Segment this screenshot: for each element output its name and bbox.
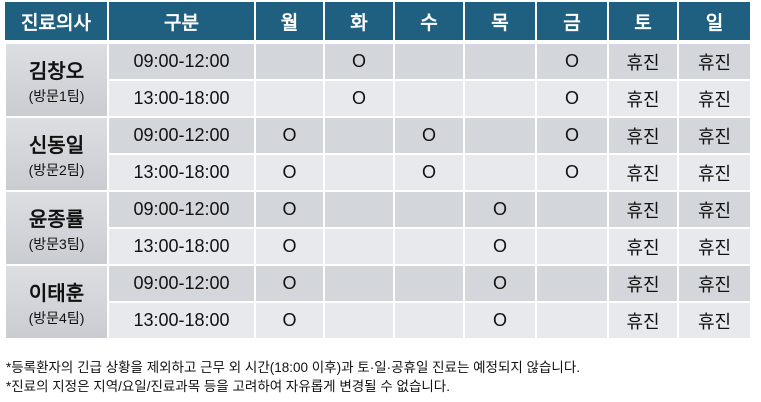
time-cell: 09:00-12:00: [107, 41, 256, 81]
doctor-team: (방문3팀): [28, 235, 85, 252]
doctor-name: 신동일: [28, 134, 85, 157]
day-cell: O: [463, 227, 537, 266]
doctor-name: 김창오: [28, 60, 85, 83]
day-cell: [323, 301, 395, 340]
day-cell: 휴진: [607, 227, 679, 266]
day-cell: [535, 264, 609, 303]
day-cell: 휴진: [607, 153, 679, 192]
day-cell: 휴진: [677, 301, 752, 340]
day-cell: [535, 227, 609, 266]
table-row: 윤종률 (방문3팀) 09:00-12:00 O O 휴진 휴진: [4, 190, 752, 266]
day-cell: O: [463, 190, 537, 229]
table-row: 신동일 (방문2팀) 09:00-12:00 O O O 휴진 휴진: [4, 116, 752, 192]
footnote: *진료의 지정은 지역/요일/진료과목 등을 고려하여 자유롭게 변경될 수 없…: [6, 379, 450, 394]
day-cell: [463, 41, 537, 81]
time-cell: 13:00-18:00: [107, 301, 256, 340]
day-cell: [463, 153, 537, 192]
day-cell: O: [254, 116, 325, 155]
day-cell: [323, 116, 395, 155]
day-cell: [535, 301, 609, 340]
column-header: 수: [394, 2, 465, 44]
day-cell: 휴진: [677, 153, 752, 192]
day-cell: [463, 116, 537, 155]
column-header: 목: [464, 2, 537, 44]
footnote: *등록환자의 긴급 상황을 제외하고 근무 외 시간(18:00 이후)과 토·…: [6, 360, 580, 375]
doctor-cell: 윤종률 (방문3팀): [4, 190, 109, 266]
day-cell: [393, 190, 465, 229]
day-cell: 휴진: [677, 227, 752, 266]
day-cell: O: [535, 116, 609, 155]
doctor-cell: 김창오 (방문1팀): [4, 41, 109, 118]
day-cell: O: [463, 264, 537, 303]
time-cell: 13:00-18:00: [107, 153, 256, 192]
day-cell: O: [254, 153, 325, 192]
day-cell: 휴진: [677, 190, 752, 229]
column-header: 토: [608, 2, 679, 44]
day-cell: 휴진: [677, 41, 752, 81]
day-cell: O: [254, 190, 325, 229]
time-cell: 09:00-12:00: [107, 190, 256, 229]
day-cell: [323, 153, 395, 192]
column-header: 진료의사: [5, 2, 109, 44]
day-cell: O: [323, 41, 395, 81]
day-cell: 휴진: [677, 264, 752, 303]
day-cell: [323, 227, 395, 266]
time-cell: 09:00-12:00: [107, 264, 256, 303]
doctor-team: (방문2팀): [28, 161, 85, 178]
day-cell: O: [463, 301, 537, 340]
day-cell: 휴진: [607, 79, 679, 118]
day-cell: [463, 79, 537, 118]
day-cell: O: [393, 153, 465, 192]
day-cell: [393, 227, 465, 266]
time-cell: 13:00-18:00: [107, 227, 256, 266]
day-cell: [535, 190, 609, 229]
table-row: 13:00-18:00 O O 휴진 휴진: [5, 79, 752, 118]
day-cell: [393, 79, 465, 118]
day-cell: [323, 264, 395, 303]
day-cell: 휴진: [607, 264, 679, 303]
day-cell: O: [323, 79, 395, 118]
day-cell: O: [535, 41, 609, 81]
table-row: 13:00-18:00 O O 휴진 휴진: [5, 301, 752, 340]
column-header: 금: [536, 2, 609, 44]
column-header: 일: [678, 2, 752, 44]
day-cell: 휴진: [607, 41, 679, 81]
day-cell: O: [254, 227, 325, 266]
column-header: 화: [324, 2, 395, 44]
doctor-cell: 이태훈 (방문4팀): [4, 264, 109, 340]
doctor-name: 윤종률: [28, 208, 85, 231]
table-row: 13:00-18:00 O O O 휴진 휴진: [5, 153, 752, 192]
time-cell: 13:00-18:00: [107, 79, 256, 118]
day-cell: 휴진: [607, 116, 679, 155]
doctor-cell: 신동일 (방문2팀): [4, 116, 109, 192]
day-cell: O: [393, 116, 465, 155]
day-cell: [254, 79, 325, 118]
doctor-team: (방문4팀): [28, 309, 85, 326]
table-row: 이태훈 (방문4팀) 09:00-12:00 O O 휴진 휴진: [4, 264, 752, 340]
table-row: 13:00-18:00 O O 휴진 휴진: [5, 227, 752, 266]
header-row: 진료의사 구분 월 화 수 목 금 토 일: [5, 2, 752, 44]
day-cell: [254, 41, 325, 81]
day-cell: [393, 264, 465, 303]
day-cell: [393, 301, 465, 340]
day-cell: 휴진: [677, 116, 752, 155]
table-row: 김창오 (방문1팀) 09:00-12:00 O O 휴진 휴진: [4, 41, 752, 118]
day-cell: O: [254, 264, 325, 303]
footnotes: *등록환자의 긴급 상황을 제외하고 근무 외 시간(18:00 이후)과 토·…: [6, 358, 580, 396]
day-cell: O: [535, 79, 609, 118]
doctor-team: (방문1팀): [28, 87, 85, 104]
day-cell: 휴진: [607, 301, 679, 340]
column-header: 월: [255, 2, 325, 44]
day-cell: O: [535, 153, 609, 192]
day-cell: O: [254, 301, 325, 340]
day-cell: [323, 190, 395, 229]
schedule-table: 진료의사 구분 월 화 수 목 금 토 일 김창오 (방문1팀) 09:00-12:00 O O 휴진 휴진…: [4, 2, 752, 340]
day-cell: 휴진: [677, 79, 752, 118]
day-cell: 휴진: [607, 190, 679, 229]
time-cell: 09:00-12:00: [107, 116, 256, 155]
doctor-name: 이태훈: [28, 282, 85, 305]
day-cell: [393, 41, 465, 81]
column-header: 구분: [108, 2, 256, 44]
